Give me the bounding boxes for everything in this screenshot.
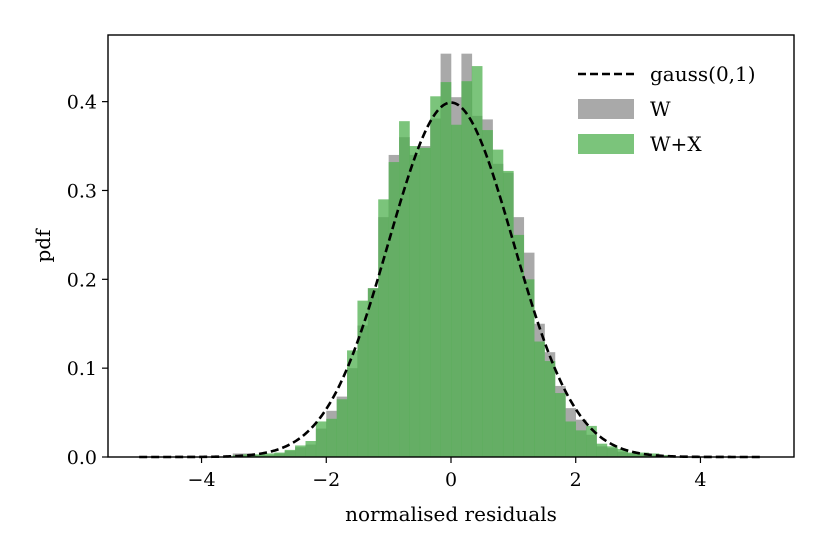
w-plus-x-bar-40 — [648, 453, 660, 457]
w-plus-x-bar-19 — [430, 96, 441, 458]
x-axis-label: normalised residuals — [345, 502, 557, 526]
w-plus-x-bar-2 — [253, 454, 265, 457]
y-tick-label: 0.1 — [67, 358, 97, 380]
histogram-w-plus-x — [232, 66, 670, 458]
w-plus-x-bar-41 — [658, 455, 670, 457]
y-axis-label: pdf — [31, 228, 55, 263]
gauss-curve — [139, 101, 763, 459]
w-plus-x-bar-5 — [284, 449, 296, 457]
legend: gauss(0,1) W W+X — [578, 62, 756, 156]
w-plus-x-bar-21 — [451, 124, 462, 457]
w-plus-x-bar-25 — [492, 149, 504, 458]
w-plus-x-bar-8 — [315, 421, 327, 457]
w-plus-x-bar-34 — [586, 425, 597, 457]
w-plus-x-bar-28 — [523, 279, 535, 457]
x-tick-label: 4 — [694, 469, 706, 491]
y-axis: 0.0 0.1 0.2 0.3 0.4 — [67, 92, 108, 469]
w-plus-x-bar-3 — [263, 453, 275, 457]
w-plus-x-bar-11 — [347, 350, 358, 457]
w-plus-x-bar-7 — [305, 441, 317, 457]
x-axis: −4 −2 0 2 4 — [188, 457, 707, 491]
w-plus-x-bar-39 — [638, 452, 649, 457]
w-plus-x-bar-35 — [596, 443, 608, 457]
w-plus-x-bar-13 — [367, 288, 379, 457]
w-plus-x-bar-26 — [502, 170, 514, 457]
legend-label: gauss(0,1) — [650, 62, 756, 86]
w-plus-x-bar-17 — [409, 146, 421, 458]
x-tick-label: 0 — [445, 469, 457, 491]
w-plus-x-bar-16 — [399, 121, 410, 458]
legend-label: W — [650, 97, 671, 121]
y-tick-label: 0.3 — [67, 180, 97, 202]
legend-swatch-w — [578, 99, 634, 119]
x-tick-label: −2 — [312, 469, 340, 491]
w-plus-x-bar-24 — [482, 130, 493, 457]
w-plus-x-bar-4 — [274, 452, 286, 457]
x-tick-label: −4 — [188, 469, 216, 491]
w-plus-x-bar-22 — [461, 81, 473, 457]
w-plus-x-bar-6 — [295, 445, 306, 457]
w-plus-x-bar-32 — [565, 421, 577, 457]
w-plus-x-bar-37 — [617, 449, 629, 457]
w-plus-x-bar-12 — [357, 300, 369, 457]
w-plus-x-bar-29 — [534, 341, 545, 457]
x-tick-label: 2 — [570, 469, 582, 491]
y-tick-label: 0.0 — [67, 447, 97, 469]
w-plus-x-bar-14 — [378, 199, 389, 458]
y-tick-label: 0.4 — [67, 92, 97, 114]
w-plus-x-bar-23 — [471, 66, 483, 457]
w-plus-x-bar-27 — [513, 234, 525, 457]
w-plus-x-bar-15 — [388, 162, 400, 458]
legend-swatch-w-plus-x — [578, 134, 634, 154]
w-plus-x-bar-31 — [554, 393, 566, 457]
legend-label: W+X — [650, 132, 702, 156]
w-plus-x-bar-10 — [336, 399, 348, 457]
w-plus-x-bar-18 — [419, 147, 431, 457]
w-plus-x-bar-36 — [606, 446, 618, 457]
y-tick-label: 0.2 — [67, 269, 97, 291]
w-plus-x-bar-30 — [544, 361, 556, 457]
w-plus-x-bar-33 — [575, 430, 587, 457]
w-plus-x-bar-20 — [440, 82, 452, 457]
w-plus-x-bar-38 — [627, 452, 639, 457]
w-plus-x-bar-9 — [326, 418, 337, 457]
